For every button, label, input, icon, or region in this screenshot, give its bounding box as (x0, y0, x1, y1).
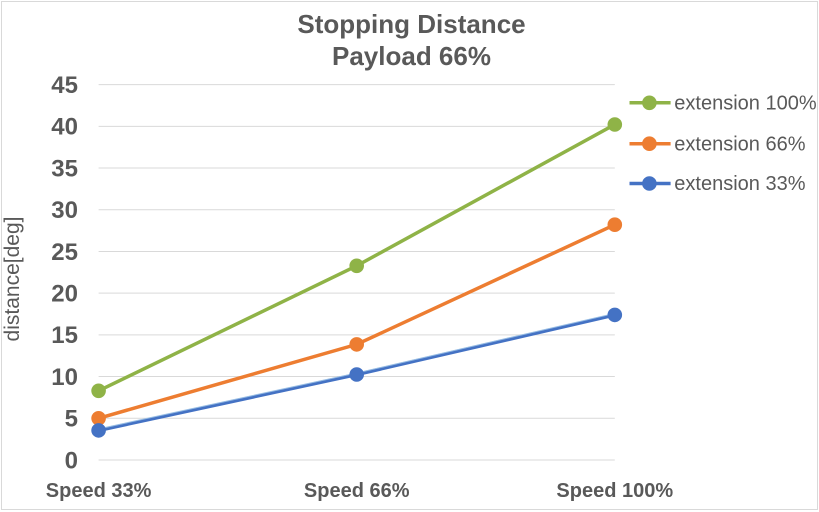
svg-text:15: 15 (51, 322, 78, 349)
svg-text:Speed 33%: Speed 33% (46, 480, 152, 502)
svg-text:extension 66%: extension 66% (674, 133, 805, 155)
svg-text:extension 33%: extension 33% (674, 173, 805, 195)
svg-text:40: 40 (51, 114, 78, 141)
svg-text:25: 25 (51, 239, 78, 266)
svg-text:35: 35 (51, 155, 78, 182)
svg-text:5: 5 (65, 406, 78, 433)
svg-text:Speed 66%: Speed 66% (304, 480, 410, 502)
svg-text:Speed 100%: Speed 100% (556, 480, 673, 502)
svg-text:extension 100%: extension 100% (674, 93, 817, 115)
svg-text:20: 20 (51, 281, 78, 308)
svg-text:0: 0 (65, 447, 78, 474)
svg-text:10: 10 (51, 364, 78, 391)
svg-text:distance[deg]: distance[deg] (2, 217, 24, 342)
svg-text:45: 45 (51, 72, 78, 99)
svg-text:30: 30 (51, 197, 78, 224)
